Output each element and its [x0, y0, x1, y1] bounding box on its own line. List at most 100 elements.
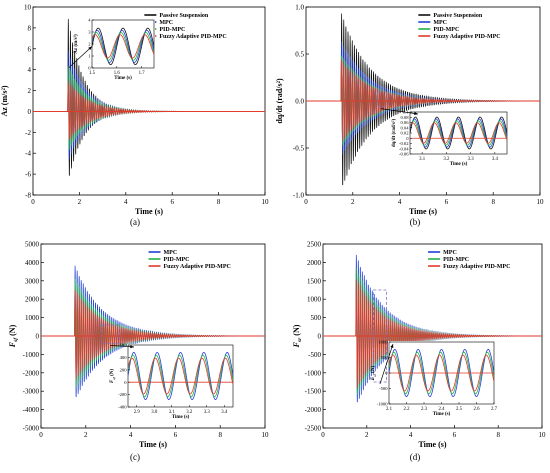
inset-x-tick-label: 2.7: [491, 407, 498, 412]
x-axis-label: Time (s): [135, 207, 163, 216]
inset-series-line-fuzzy: [128, 357, 233, 395]
inset-x-tick-label: 3.0: [151, 410, 158, 415]
inset-y-tick-label: 1000: [378, 340, 388, 345]
x-tick-label: 0: [39, 431, 43, 439]
inset-y-tick-label: 0.08: [400, 115, 409, 120]
inset-y-tick-label: 0.06: [400, 120, 409, 125]
inset-series-line-mpc: [128, 351, 233, 400]
y-tick-label: 6: [28, 45, 32, 53]
inset-series-line-mpc: [389, 348, 494, 397]
x-tick-label: 10: [262, 198, 270, 206]
inset-y-tick-label: 0.04: [400, 125, 409, 130]
y-tick-label: 0.0: [295, 98, 304, 106]
y-tick-label: -0.5: [293, 145, 305, 153]
chart-panel-d: 0 2 4 6 8 10 -2500 -2000 -1500 -1000 -500 0 500 1000 1…: [292, 241, 546, 463]
x-tick-label: 6: [170, 198, 174, 206]
inset-y-tick-label: 0: [385, 371, 388, 376]
x-tick-label: 6: [453, 431, 457, 439]
inset-pointer-arrow: [380, 108, 419, 115]
y-tick-label: 0: [36, 333, 40, 341]
inset-x-tick-label: 2.2: [404, 407, 411, 412]
y-tick-label: 1000: [307, 296, 322, 304]
inset-y-tick-label: -0.04: [399, 146, 409, 151]
y-tick-label: -1000: [305, 369, 322, 377]
chart-panel-c: 0 2 4 6 8 10-5000-4000-3000-2000-100001000200…: [8, 241, 269, 463]
y-tick-label: -1000: [23, 351, 40, 359]
inset-series: [128, 351, 233, 400]
legend-label: PID-MPC: [159, 27, 185, 33]
y-tick-label: 500: [311, 314, 322, 322]
y-tick-label: 1000: [25, 314, 40, 322]
inset-y-label: Fsf (N): [110, 369, 116, 383]
x-axis-label: Time (s): [418, 440, 446, 449]
inset-frame: [91, 19, 155, 69]
inset-y-tick-label: -0.06: [399, 152, 409, 157]
inset-x-tick-label: 3.1: [169, 410, 176, 415]
y-tick-label: 3000: [25, 277, 40, 285]
y-tick-label: -8: [25, 192, 31, 200]
legend-label: MPC: [433, 20, 447, 26]
y-tick-label: 4000: [25, 259, 40, 267]
x-tick-label: 8: [496, 431, 500, 439]
inset-pointer-arrow: [110, 345, 135, 348]
inset-y-tick-label: 0: [406, 136, 409, 141]
inset-y-tick-label: 3: [88, 30, 91, 35]
inset-y-tick-label: -0.02: [399, 141, 409, 146]
inset-series-line-passive: [410, 116, 507, 150]
inset-y-tick-label: 0.02: [400, 131, 409, 136]
panel-label: (c): [130, 452, 140, 462]
inset-y-tick-label: 500: [381, 355, 389, 360]
inset-x-tick-label: 2.1: [386, 407, 393, 412]
inset-series-line-pid_mpc: [92, 32, 154, 61]
inset-y-tick-label: 4: [88, 18, 91, 23]
x-tick-label: 4: [124, 198, 128, 206]
x-tick-label: 10: [262, 431, 270, 439]
y-tick-label: 8: [28, 24, 32, 32]
inset-x-tick-label: 2.5: [456, 407, 463, 412]
y-tick-label: 1.0: [295, 4, 304, 12]
legend-label: PID-MPC: [443, 257, 469, 263]
inset-series-line-pid_mpc: [389, 351, 494, 395]
x-tick-label: 6: [445, 198, 449, 206]
x-tick-label: 0: [31, 198, 35, 206]
x-tick-label: 4: [398, 198, 402, 206]
inset-y-tick-label: -200: [118, 392, 127, 397]
inset-series-line-pid_mpc: [128, 354, 233, 398]
zoom-region-box: [376, 91, 388, 108]
inset-y-tick-label: -1000: [377, 402, 388, 407]
panel-label: (d): [410, 452, 421, 462]
y-tick-label: -1500: [305, 388, 322, 396]
y-tick-label: 2500: [307, 241, 322, 249]
y-tick-label: -4: [25, 150, 31, 158]
x-tick-label: 8: [217, 198, 221, 206]
inset-series-line-fuzzy: [389, 354, 494, 392]
x-tick-label: 2: [84, 431, 88, 439]
x-axis-label: Time (s): [139, 440, 167, 449]
inset-y-tick-label: 200: [120, 367, 128, 372]
panel-label: (a): [130, 217, 140, 227]
inset-y-label: Az (m/s²): [73, 34, 79, 54]
inset-y-tick-label: 2: [88, 42, 91, 47]
x-tick-label: 2: [78, 198, 82, 206]
y-tick-label: 0: [318, 333, 322, 341]
inset-y-tick-label: 600: [120, 343, 128, 348]
inset-y-label: Fsr (N): [371, 366, 377, 381]
y-tick-label: -2: [25, 129, 31, 137]
inset-x-label: Time (s): [172, 415, 190, 420]
inset-series-line-mpc: [410, 118, 507, 148]
inset-pointer-arrow: [379, 343, 394, 385]
y-tick-label: -500: [308, 351, 321, 359]
y-tick-label: -2000: [23, 369, 40, 377]
inset-x-tick-label: 3.4: [221, 410, 228, 415]
x-tick-label: 4: [129, 431, 133, 439]
inset-x-tick-label: 2.3: [421, 407, 428, 412]
y-tick-label: -4000: [23, 406, 40, 414]
inset-series: [92, 27, 154, 66]
chart-panel-b: 0 2 4 6 8 10 -1.0 -0.5 0.0 0.5 1.0 Time (s) dq/dt (r…: [275, 4, 544, 228]
y-tick-label: 2: [28, 87, 32, 95]
x-tick-label: 2: [351, 198, 355, 206]
inset-y-tick-label: 0: [88, 66, 91, 71]
